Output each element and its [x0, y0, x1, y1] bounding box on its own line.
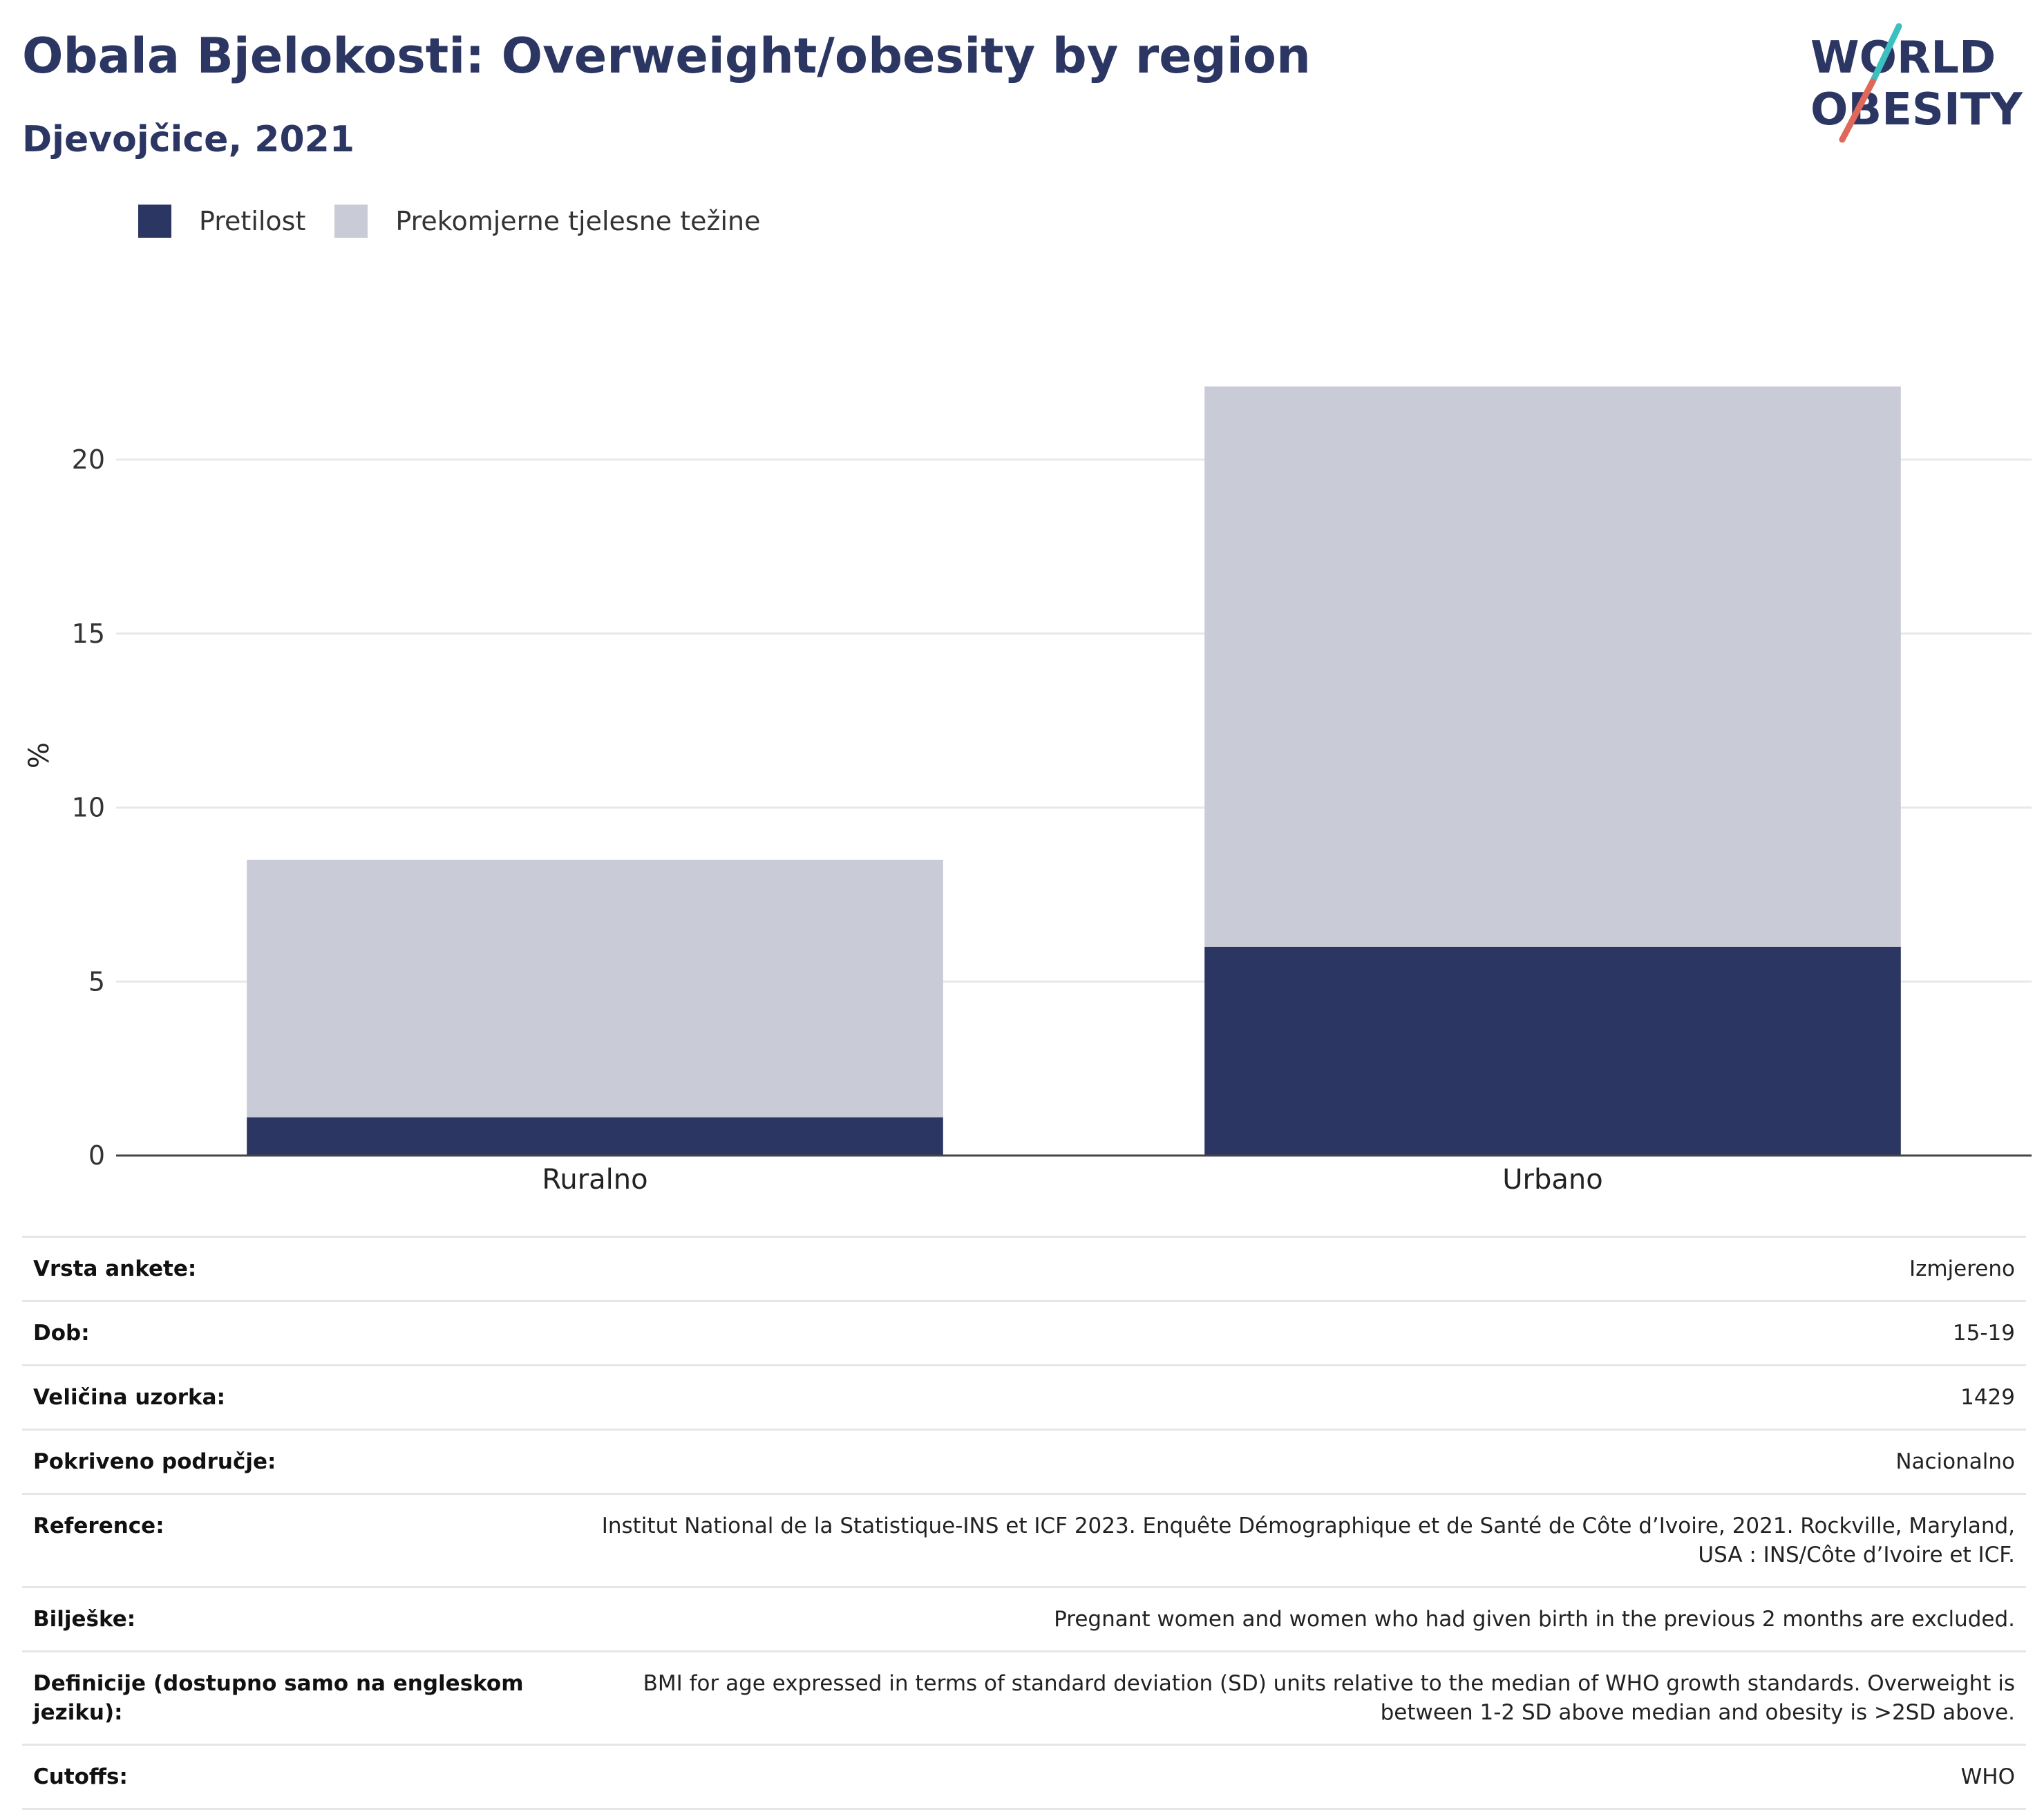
legend-item-obesity[interactable]: Pretilost	[138, 205, 305, 238]
y-tick-label: 0	[88, 1140, 105, 1171]
chart-subtitle: Djevojčice, 2021	[22, 119, 355, 160]
metadata-value: Institut National de la Statistique-INS …	[542, 1493, 2026, 1587]
metadata-value: 15-19	[542, 1300, 2026, 1366]
legend: Pretilost Prekomjerne tjelesne težine	[138, 205, 790, 238]
logo-slash-red	[1839, 78, 1876, 143]
metadata-row: Bilješke: Pregnant women and women who ha…	[22, 1586, 2026, 1652]
metadata-key: Reference:	[22, 1493, 542, 1587]
chart-title: Obala Bjelokosti: Overweight/obesity by …	[22, 28, 1311, 84]
metadata-key: Definicije (dostupno samo na engleskom j…	[22, 1650, 542, 1745]
metadata-row: Definicije (dostupno samo na engleskom j…	[22, 1650, 2026, 1745]
metadata-value: Izmjereno	[542, 1236, 2026, 1301]
metadata-row: Reference: Institut National de la Statis…	[22, 1493, 2026, 1587]
bar-overweight-urbano	[1204, 386, 1901, 947]
metadata-key: Bilješke:	[22, 1586, 542, 1652]
metadata-row: Veličina uzorka: 1429	[22, 1364, 2026, 1430]
y-tick-label: 10	[72, 793, 105, 823]
metadata-key: Cutoffs:	[22, 1744, 542, 1810]
stacked-bar-chart: 0 5 10 15 20% Ruralno Urbano	[23, 386, 2032, 1196]
bar-overweight-ruralno	[247, 860, 943, 1118]
logo-slash-teal	[1869, 23, 1902, 85]
metadata-value: 1429	[542, 1364, 2026, 1430]
metadata-value: Nacionalno	[542, 1429, 2026, 1494]
world-obesity-logo: WORLD OBESITY	[1810, 23, 2023, 143]
legend-item-overweight[interactable]: Prekomjerne tjelesne težine	[334, 205, 761, 238]
metadata-value: Pregnant women and women who had given b…	[542, 1586, 2026, 1652]
legend-swatch-obesity	[138, 205, 171, 238]
y-tick-label: 15	[72, 619, 105, 649]
metadata-row: Pokriveno područje: Nacionalno	[22, 1429, 2026, 1494]
metadata-key: Vrsta ankete:	[22, 1236, 542, 1301]
metadata-row: Vrsta ankete: Izmjereno	[22, 1236, 2026, 1301]
metadata-table: Vrsta ankete: Izmjereno Dob: 15-19 Veličina …	[22, 1236, 2026, 1810]
y-tick-label: 5	[88, 966, 105, 997]
metadata-row: Dob: 15-19	[22, 1300, 2026, 1366]
bar-obesity-ruralno	[247, 1117, 943, 1156]
y-axis-label: %	[23, 742, 55, 769]
logo-text-obesity: OBESITY	[1810, 84, 2023, 135]
metadata-row: Cutoffs: WHO	[22, 1744, 2026, 1810]
x-tick-label: Ruralno	[542, 1164, 647, 1196]
logo-text-world: WORLD	[1810, 32, 1996, 84]
metadata-key: Veličina uzorka:	[22, 1364, 542, 1430]
metadata-key: Dob:	[22, 1300, 542, 1366]
metadata-key: Pokriveno područje:	[22, 1429, 542, 1494]
bar-obesity-urbano	[1204, 946, 1901, 1156]
legend-swatch-overweight	[334, 205, 368, 238]
x-tick-label: Urbano	[1502, 1164, 1602, 1196]
legend-label-overweight: Prekomjerne tjelesne težine	[395, 206, 761, 236]
metadata-value: BMI for age expressed in terms of standa…	[542, 1650, 2026, 1745]
legend-label-obesity: Pretilost	[199, 206, 306, 236]
y-tick-label: 20	[72, 444, 105, 475]
metadata-value: WHO	[542, 1744, 2026, 1810]
